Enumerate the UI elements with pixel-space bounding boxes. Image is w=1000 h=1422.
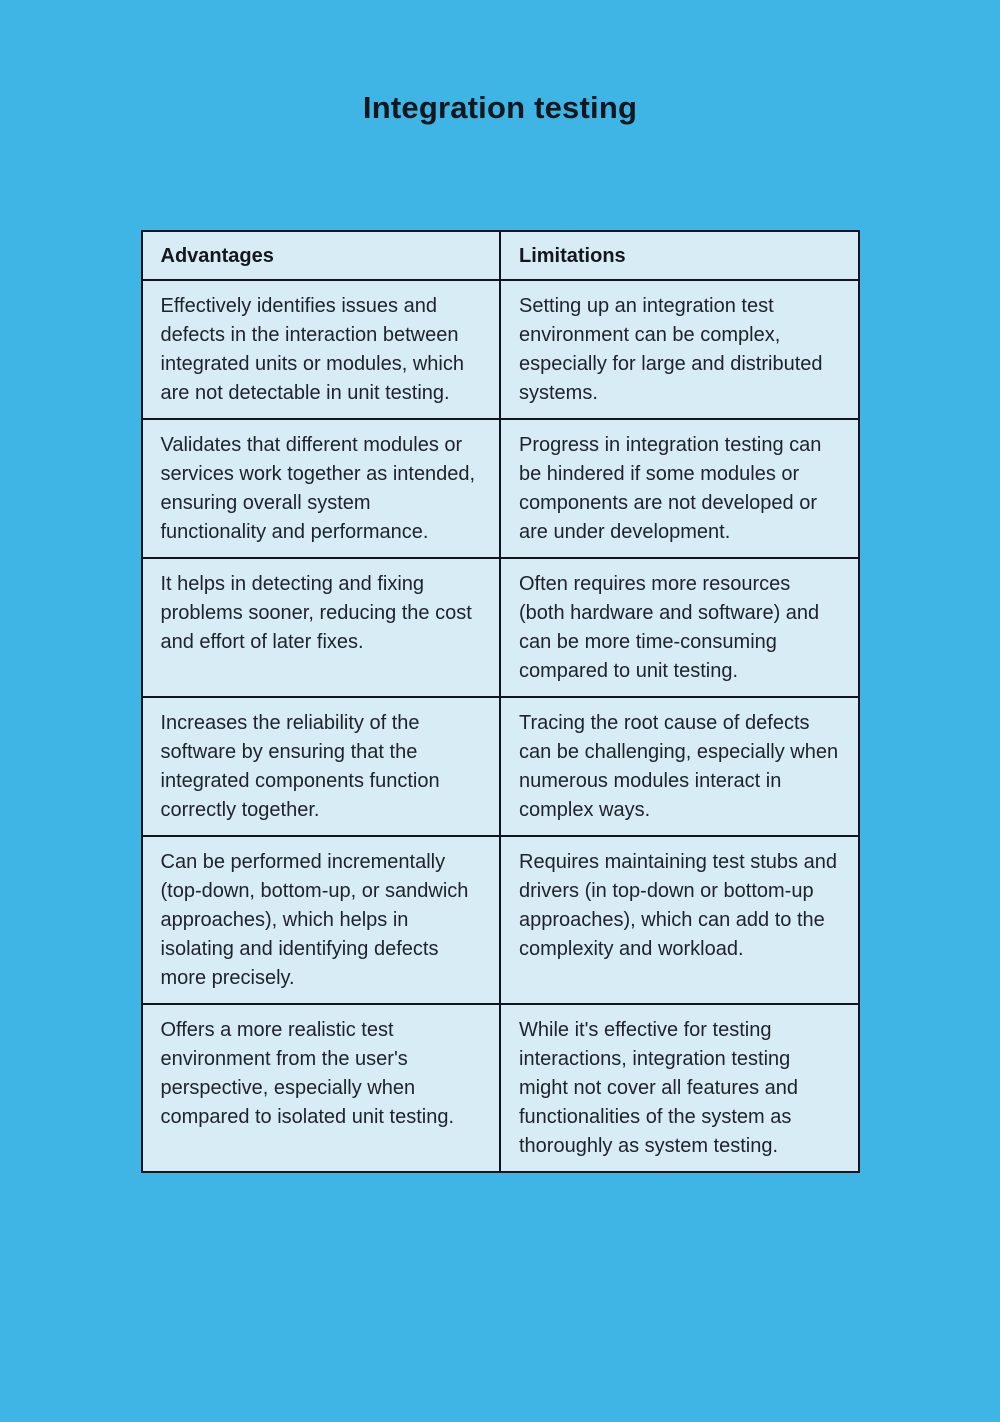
table-row: It helps in detecting and fixing problem…: [140, 557, 860, 698]
limitation-cell: While it's effective for testing interac…: [499, 1003, 860, 1173]
limitation-cell: Often requires more resources (both hard…: [499, 557, 860, 698]
advantage-cell: Offers a more realistic test environment…: [140, 1003, 501, 1173]
advantage-cell: It helps in detecting and fixing problem…: [140, 557, 501, 698]
limitation-cell: Tracing the root cause of defects can be…: [499, 696, 860, 837]
table-row: Effectively identifies issues and defect…: [140, 279, 860, 420]
advantage-cell: Increases the reliability of the softwar…: [140, 696, 501, 837]
limitation-cell: Setting up an integration test environme…: [499, 279, 860, 420]
column-header-advantages: Advantages: [140, 230, 501, 281]
table-header-row: Advantages Limitations: [140, 230, 860, 281]
page-title: Integration testing: [362, 90, 638, 125]
advantage-cell: Effectively identifies issues and defect…: [140, 279, 501, 420]
limitation-cell: Requires maintaining test stubs and driv…: [499, 835, 860, 1005]
table-row: Can be performed incrementally (top-down…: [140, 835, 860, 1005]
table-row: Increases the reliability of the softwar…: [140, 696, 860, 837]
column-header-limitations: Limitations: [499, 230, 860, 281]
advantage-cell: Can be performed incrementally (top-down…: [140, 835, 501, 1005]
limitation-cell: Progress in integration testing can be h…: [499, 418, 860, 559]
advantage-cell: Validates that different modules or serv…: [140, 418, 501, 559]
table-row: Offers a more realistic test environment…: [140, 1003, 860, 1173]
comparison-table: Advantages Limitations Effectively ident…: [140, 230, 860, 1173]
table-row: Validates that different modules or serv…: [140, 418, 860, 559]
